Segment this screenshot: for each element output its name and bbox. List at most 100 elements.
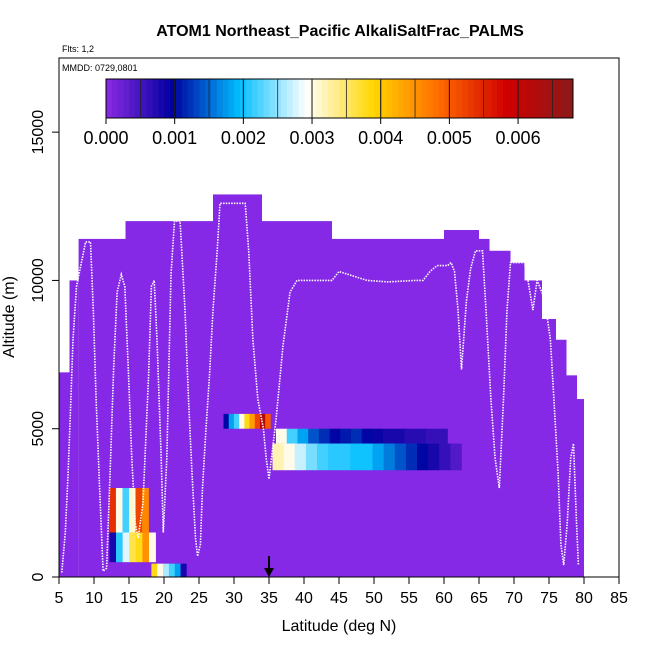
heatmap-cell [239, 413, 245, 429]
colorbar-segment [508, 79, 516, 118]
heatmap-cell [109, 488, 117, 533]
y-tick-label: 0 [30, 572, 47, 581]
colorbar-segment [345, 79, 352, 118]
heatmap-cell [129, 532, 137, 563]
colorbar-segment [193, 79, 200, 118]
colorbar-segment [269, 79, 276, 118]
heatmap-cell [328, 443, 340, 471]
colorbar-segment [211, 79, 218, 118]
heatmap-cell [283, 443, 296, 471]
colorbar-tick-label: 0.003 [290, 128, 335, 148]
heatmap-cell [339, 443, 351, 471]
heatmap-cell [142, 488, 149, 533]
heatmap-cell [316, 443, 329, 471]
colorbar-segment [456, 79, 463, 118]
x-tick-label: 60 [435, 590, 453, 607]
chart-title: ATOM1 Northeast_Pacific AlkaliSaltFrac_P… [156, 23, 524, 40]
colorbar-segment [251, 79, 259, 118]
heatmap-cell [254, 413, 261, 429]
heatmap-cell [244, 413, 250, 429]
coverage-column [566, 375, 577, 577]
heatmap-cell [233, 413, 240, 429]
heatmap-cell [393, 428, 405, 444]
heatmap-cell [383, 428, 395, 444]
heatmap-cell [129, 488, 136, 533]
heatmap-cell [372, 443, 384, 471]
colorbar-segment [421, 79, 428, 118]
colorbar-segment [176, 79, 183, 118]
x-tick-label: 45 [330, 590, 348, 607]
colorbar-segment [281, 79, 288, 118]
heatmap-cell [329, 428, 341, 444]
colorbar-segment [234, 79, 241, 118]
colorbar-segment [321, 79, 329, 118]
heatmap-cell [122, 532, 130, 563]
colorbar-segment [339, 79, 346, 118]
y-tick-label: 10000 [30, 258, 47, 303]
coverage-column [332, 238, 444, 577]
heatmap-cell [168, 563, 176, 577]
colorbar-segment [129, 79, 136, 118]
heatmap-cell [142, 532, 150, 563]
coverage-column [444, 230, 479, 578]
colorbar-segment [351, 79, 358, 118]
colorbar-segment [187, 79, 194, 118]
colorbar-segment [164, 79, 171, 118]
colorbar-segment [427, 79, 434, 118]
colorbar-segment [392, 79, 399, 118]
colorbar-segment [520, 79, 527, 118]
colorbar-tick-label: 0.005 [427, 128, 472, 148]
colorbar-segment [304, 79, 311, 118]
heatmap-cell [272, 443, 284, 471]
heatmap-cell [265, 413, 271, 429]
heatmap-cell [372, 428, 384, 444]
heatmap-cell [405, 443, 418, 471]
colorbar-segment [403, 79, 410, 118]
heatmap-cell [249, 413, 256, 429]
heatmap-cell [404, 428, 416, 444]
heatmap-cell [305, 443, 318, 471]
x-tick-label: 15 [120, 590, 138, 607]
colorbar-segment [216, 79, 224, 118]
heatmap-cell [228, 413, 235, 429]
colorbar-segment [473, 79, 480, 118]
heatmap-cell [115, 488, 123, 533]
colorbar-segment [438, 79, 445, 118]
colorbar-segment [222, 79, 229, 118]
flights-label: Flts: 1,2 [62, 44, 94, 54]
heatmap-cell [174, 563, 181, 577]
colorbar-segment [561, 79, 568, 118]
colorbar-segment [532, 79, 539, 118]
colorbar-segment [526, 79, 533, 118]
coverage-column [262, 221, 332, 577]
colorbar-segment [228, 79, 235, 118]
colorbar-segment [368, 79, 375, 118]
heatmap-cell [361, 443, 373, 471]
colorbar-segment [357, 79, 364, 118]
colorbar-segment [246, 79, 253, 118]
x-tick-label: 85 [610, 590, 628, 607]
x-axis-label: Latitude (deg N) [282, 618, 397, 635]
heatmap-cell [286, 428, 298, 444]
colorbar-segment [555, 79, 562, 118]
colorbar-segment [479, 79, 486, 118]
x-tick-label: 50 [365, 590, 383, 607]
heatmap-cell [383, 443, 396, 471]
colorbar-segment [397, 79, 405, 118]
x-tick-label: 75 [540, 590, 558, 607]
colorbar-segment [310, 79, 317, 118]
colorbar-segment [123, 79, 130, 118]
heatmap-cell [297, 428, 309, 444]
colorbar-segment [152, 79, 159, 118]
colorbar-segment [146, 79, 154, 118]
x-tick-label: 55 [400, 590, 418, 607]
colorbar-segment [263, 79, 270, 118]
heatmap-cell [109, 532, 117, 563]
heatmap-cell [417, 443, 429, 471]
x-tick-label: 30 [225, 590, 243, 607]
colorbar: 0.000 0.001 0.002 0.003 0.004 0.005 0.006 [83, 78, 574, 148]
colorbar-segment [257, 79, 265, 118]
x-tick-label: 65 [470, 590, 488, 607]
x-tick-label: 70 [505, 590, 523, 607]
heatmap-cell [439, 443, 451, 471]
